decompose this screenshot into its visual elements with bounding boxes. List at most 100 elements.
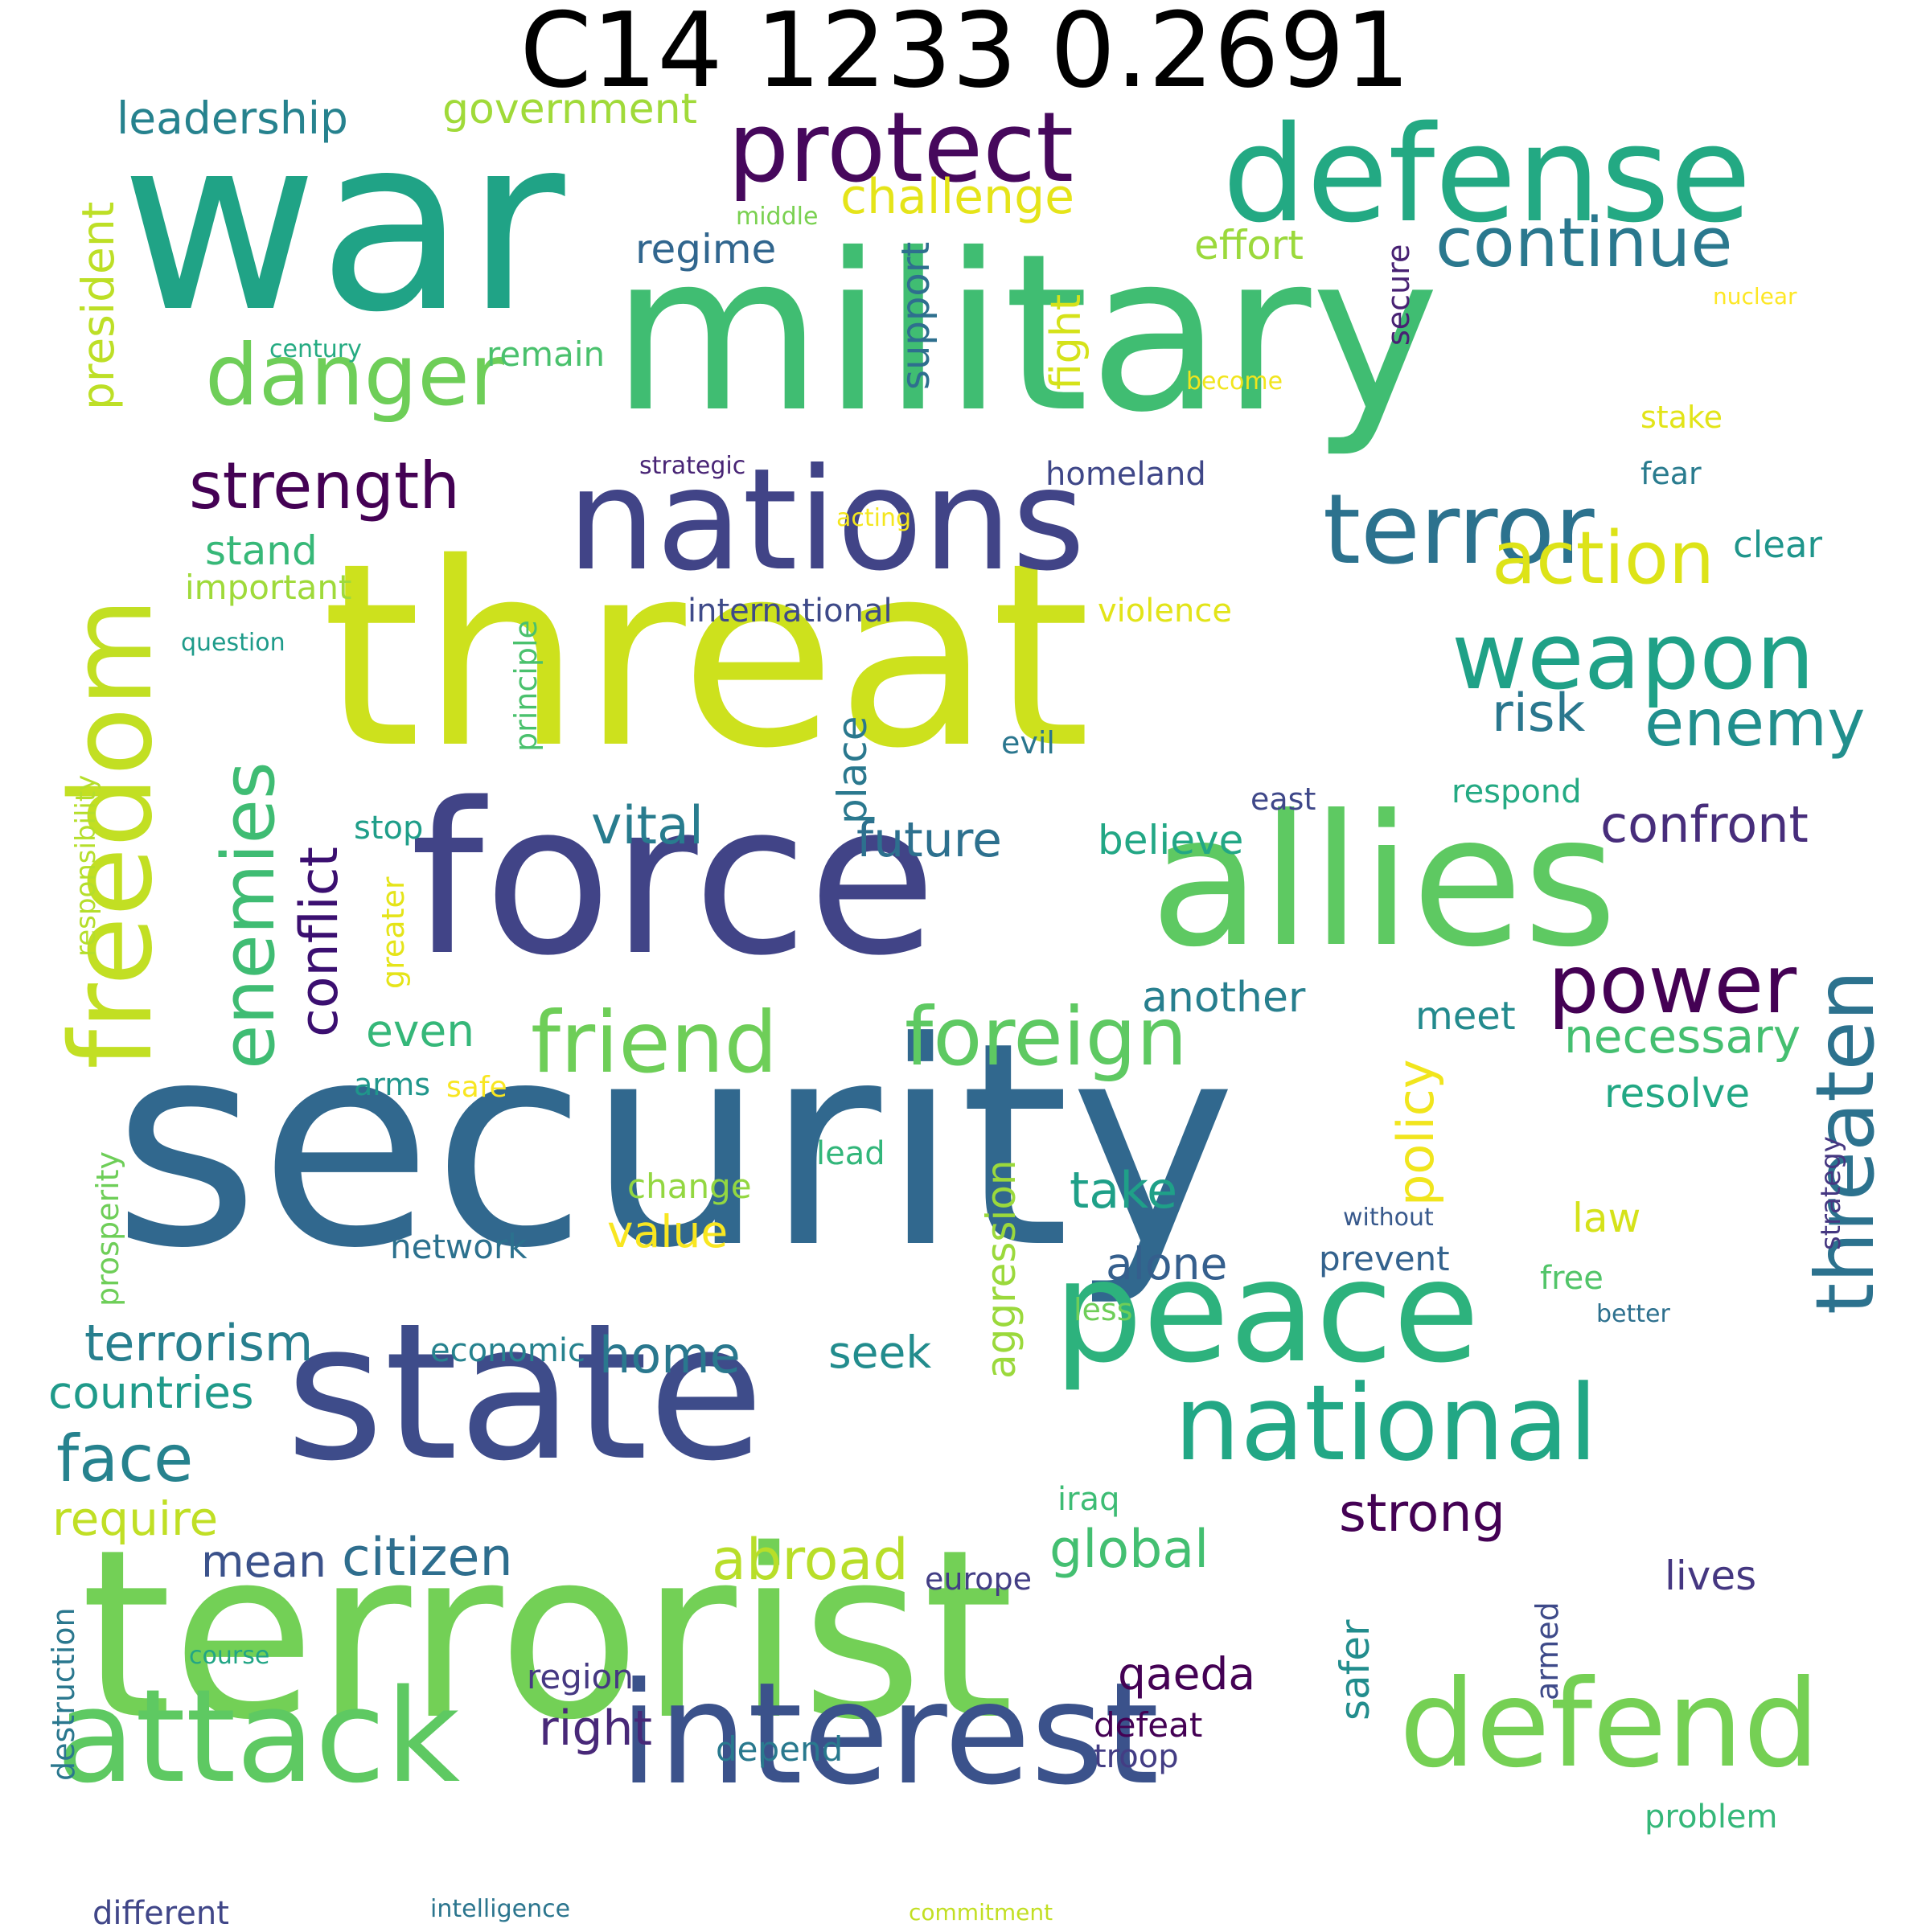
word-become: become bbox=[1186, 367, 1283, 396]
word-require: require bbox=[52, 1491, 219, 1546]
word-fear: fear bbox=[1640, 456, 1702, 491]
word-problem: problem bbox=[1645, 1799, 1778, 1836]
word-violence: violence bbox=[1098, 593, 1232, 630]
word-government: government bbox=[442, 85, 698, 133]
word-peace: peace bbox=[1053, 1231, 1480, 1394]
word-future: future bbox=[856, 812, 1002, 868]
word-strategy: strategy bbox=[1815, 1136, 1847, 1250]
word-abroad: abroad bbox=[712, 1527, 909, 1593]
word-even: even bbox=[366, 1005, 475, 1056]
word-safer: safer bbox=[1332, 1619, 1378, 1721]
word-principle: principle bbox=[508, 620, 544, 752]
word-face: face bbox=[56, 1421, 194, 1496]
word-qaeda: qaeda bbox=[1118, 1648, 1256, 1700]
word-regime: regime bbox=[635, 226, 777, 273]
word-value: value bbox=[607, 1206, 729, 1257]
word-action: action bbox=[1492, 516, 1715, 601]
word-conflict: conflict bbox=[290, 847, 350, 1037]
word-armed: armed bbox=[1530, 1602, 1565, 1700]
word-support: support bbox=[893, 241, 938, 390]
word-alone: alone bbox=[1106, 1238, 1228, 1290]
word-nuclear: nuclear bbox=[1713, 283, 1797, 310]
word-prevent: prevent bbox=[1319, 1239, 1450, 1278]
word-meet: meet bbox=[1415, 994, 1516, 1039]
cloud-title: C14 1233 0.2691 bbox=[519, 0, 1411, 111]
word-century: century bbox=[269, 335, 362, 363]
word-global: global bbox=[1049, 1520, 1209, 1580]
word-question: question bbox=[181, 629, 285, 657]
word-respond: respond bbox=[1452, 773, 1582, 810]
word-believe: believe bbox=[1098, 817, 1244, 863]
word-economic: economic bbox=[430, 1332, 585, 1369]
word-mean: mean bbox=[201, 1536, 326, 1587]
word-terrorism: terrorism bbox=[84, 1314, 314, 1372]
word-foreign: foreign bbox=[905, 990, 1188, 1084]
word-defend: defend bbox=[1399, 1655, 1820, 1795]
word-aggression: aggression bbox=[978, 1159, 1025, 1379]
word-necessary: necessary bbox=[1564, 1009, 1801, 1064]
word-defeat: defeat bbox=[1094, 1705, 1203, 1745]
word-home: home bbox=[599, 1326, 741, 1384]
word-effort: effort bbox=[1194, 222, 1304, 269]
word-less: less bbox=[1074, 1292, 1133, 1327]
word-stake: stake bbox=[1640, 400, 1723, 435]
word-intelligence: intelligence bbox=[430, 1895, 571, 1923]
word-vital: vital bbox=[591, 796, 704, 856]
word-continue: continue bbox=[1435, 203, 1733, 283]
word-evil: evil bbox=[1001, 725, 1055, 761]
word-president: president bbox=[72, 201, 124, 410]
word-nations: nations bbox=[567, 439, 1086, 602]
word-troop: troop bbox=[1094, 1738, 1179, 1775]
word-friend: friend bbox=[531, 994, 778, 1092]
word-iraq: iraq bbox=[1057, 1481, 1120, 1518]
word-attack: attack bbox=[56, 1661, 461, 1811]
word-important: important bbox=[185, 568, 352, 607]
word-danger: danger bbox=[205, 326, 504, 425]
word-homeland: homeland bbox=[1045, 456, 1206, 493]
word-challenge: challenge bbox=[840, 169, 1075, 225]
word-resolve: resolve bbox=[1604, 1070, 1751, 1117]
word-acting: acting bbox=[836, 504, 912, 532]
word-fight: fight bbox=[1042, 293, 1090, 390]
word-without: without bbox=[1343, 1204, 1434, 1232]
word-terror: terror bbox=[1323, 474, 1595, 586]
word-countries: countries bbox=[48, 1367, 254, 1418]
word-take: take bbox=[1070, 1161, 1178, 1220]
word-place: place bbox=[829, 716, 876, 824]
word-strong: strong bbox=[1339, 1483, 1505, 1544]
word-network: network bbox=[390, 1227, 528, 1266]
word-international: international bbox=[688, 593, 893, 630]
word-stop: stop bbox=[354, 810, 424, 847]
word-east: east bbox=[1250, 781, 1316, 817]
word-allies: allies bbox=[1150, 777, 1618, 987]
word-stand: stand bbox=[205, 527, 318, 574]
word-course: course bbox=[189, 1642, 270, 1670]
word-strength: strength bbox=[189, 449, 460, 523]
word-free: free bbox=[1540, 1260, 1604, 1297]
word-military: military bbox=[611, 207, 1440, 460]
word-lives: lives bbox=[1665, 1553, 1757, 1599]
word-clear: clear bbox=[1733, 523, 1823, 566]
word-confront: confront bbox=[1600, 795, 1809, 854]
word-change: change bbox=[627, 1167, 752, 1206]
word-power: power bbox=[1548, 937, 1797, 1032]
word-commitment: commitment bbox=[909, 1899, 1053, 1926]
word-seek: seek bbox=[828, 1327, 932, 1378]
word-destruction: destruction bbox=[46, 1607, 81, 1781]
word-prosperity: prosperity bbox=[90, 1151, 125, 1306]
word-law: law bbox=[1572, 1195, 1641, 1241]
word-weapon: weapon bbox=[1452, 603, 1815, 711]
word-war: war bbox=[121, 84, 565, 365]
word-terrorist: terrorist bbox=[80, 1500, 1015, 1771]
word-force: force bbox=[410, 759, 937, 1002]
word-interest: interest bbox=[619, 1653, 1160, 1816]
word-arms: arms bbox=[354, 1067, 431, 1102]
word-threat: threat bbox=[322, 510, 1091, 804]
word-leadership: leadership bbox=[117, 92, 348, 144]
word-better: better bbox=[1596, 1300, 1670, 1328]
word-safe: safe bbox=[446, 1071, 507, 1104]
word-state: state bbox=[285, 1283, 765, 1503]
word-defense: defense bbox=[1222, 97, 1751, 252]
word-region: region bbox=[527, 1657, 634, 1696]
